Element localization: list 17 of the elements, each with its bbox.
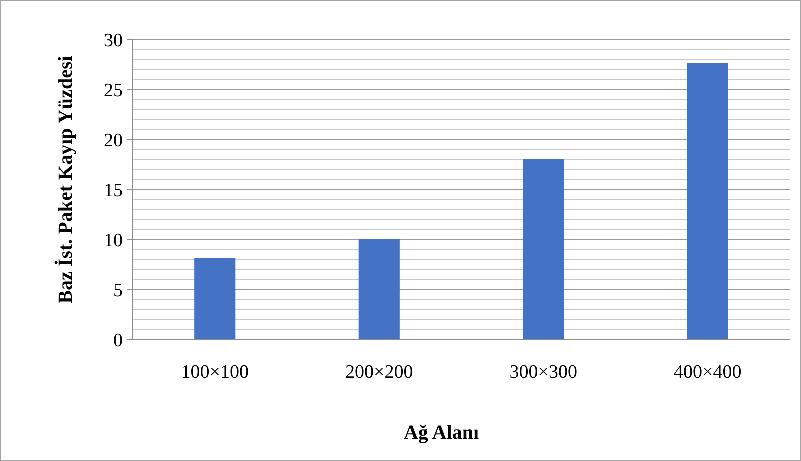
bar [687,63,728,340]
x-tick-label: 300×300 [510,362,578,383]
x-tick-label: 200×200 [346,362,414,383]
x-tick-label: 400×400 [674,362,742,383]
y-tick-label: 20 [104,130,123,152]
y-tick-label: 0 [114,330,123,352]
y-tick-label: 15 [104,180,123,202]
x-axis-title: Ağ Alanı [404,422,480,444]
x-tick-label: 100×100 [181,362,249,383]
bar [523,159,564,340]
bar [194,258,236,340]
bar [358,239,400,340]
y-tick-label: 5 [114,280,123,302]
y-tick-label: 10 [104,230,123,252]
y-tick-label: 25 [104,80,123,102]
y-tick-label: 30 [104,30,123,52]
y-axis-title: Baz İst. Paket Kayıp Yüzdesi [54,56,77,304]
